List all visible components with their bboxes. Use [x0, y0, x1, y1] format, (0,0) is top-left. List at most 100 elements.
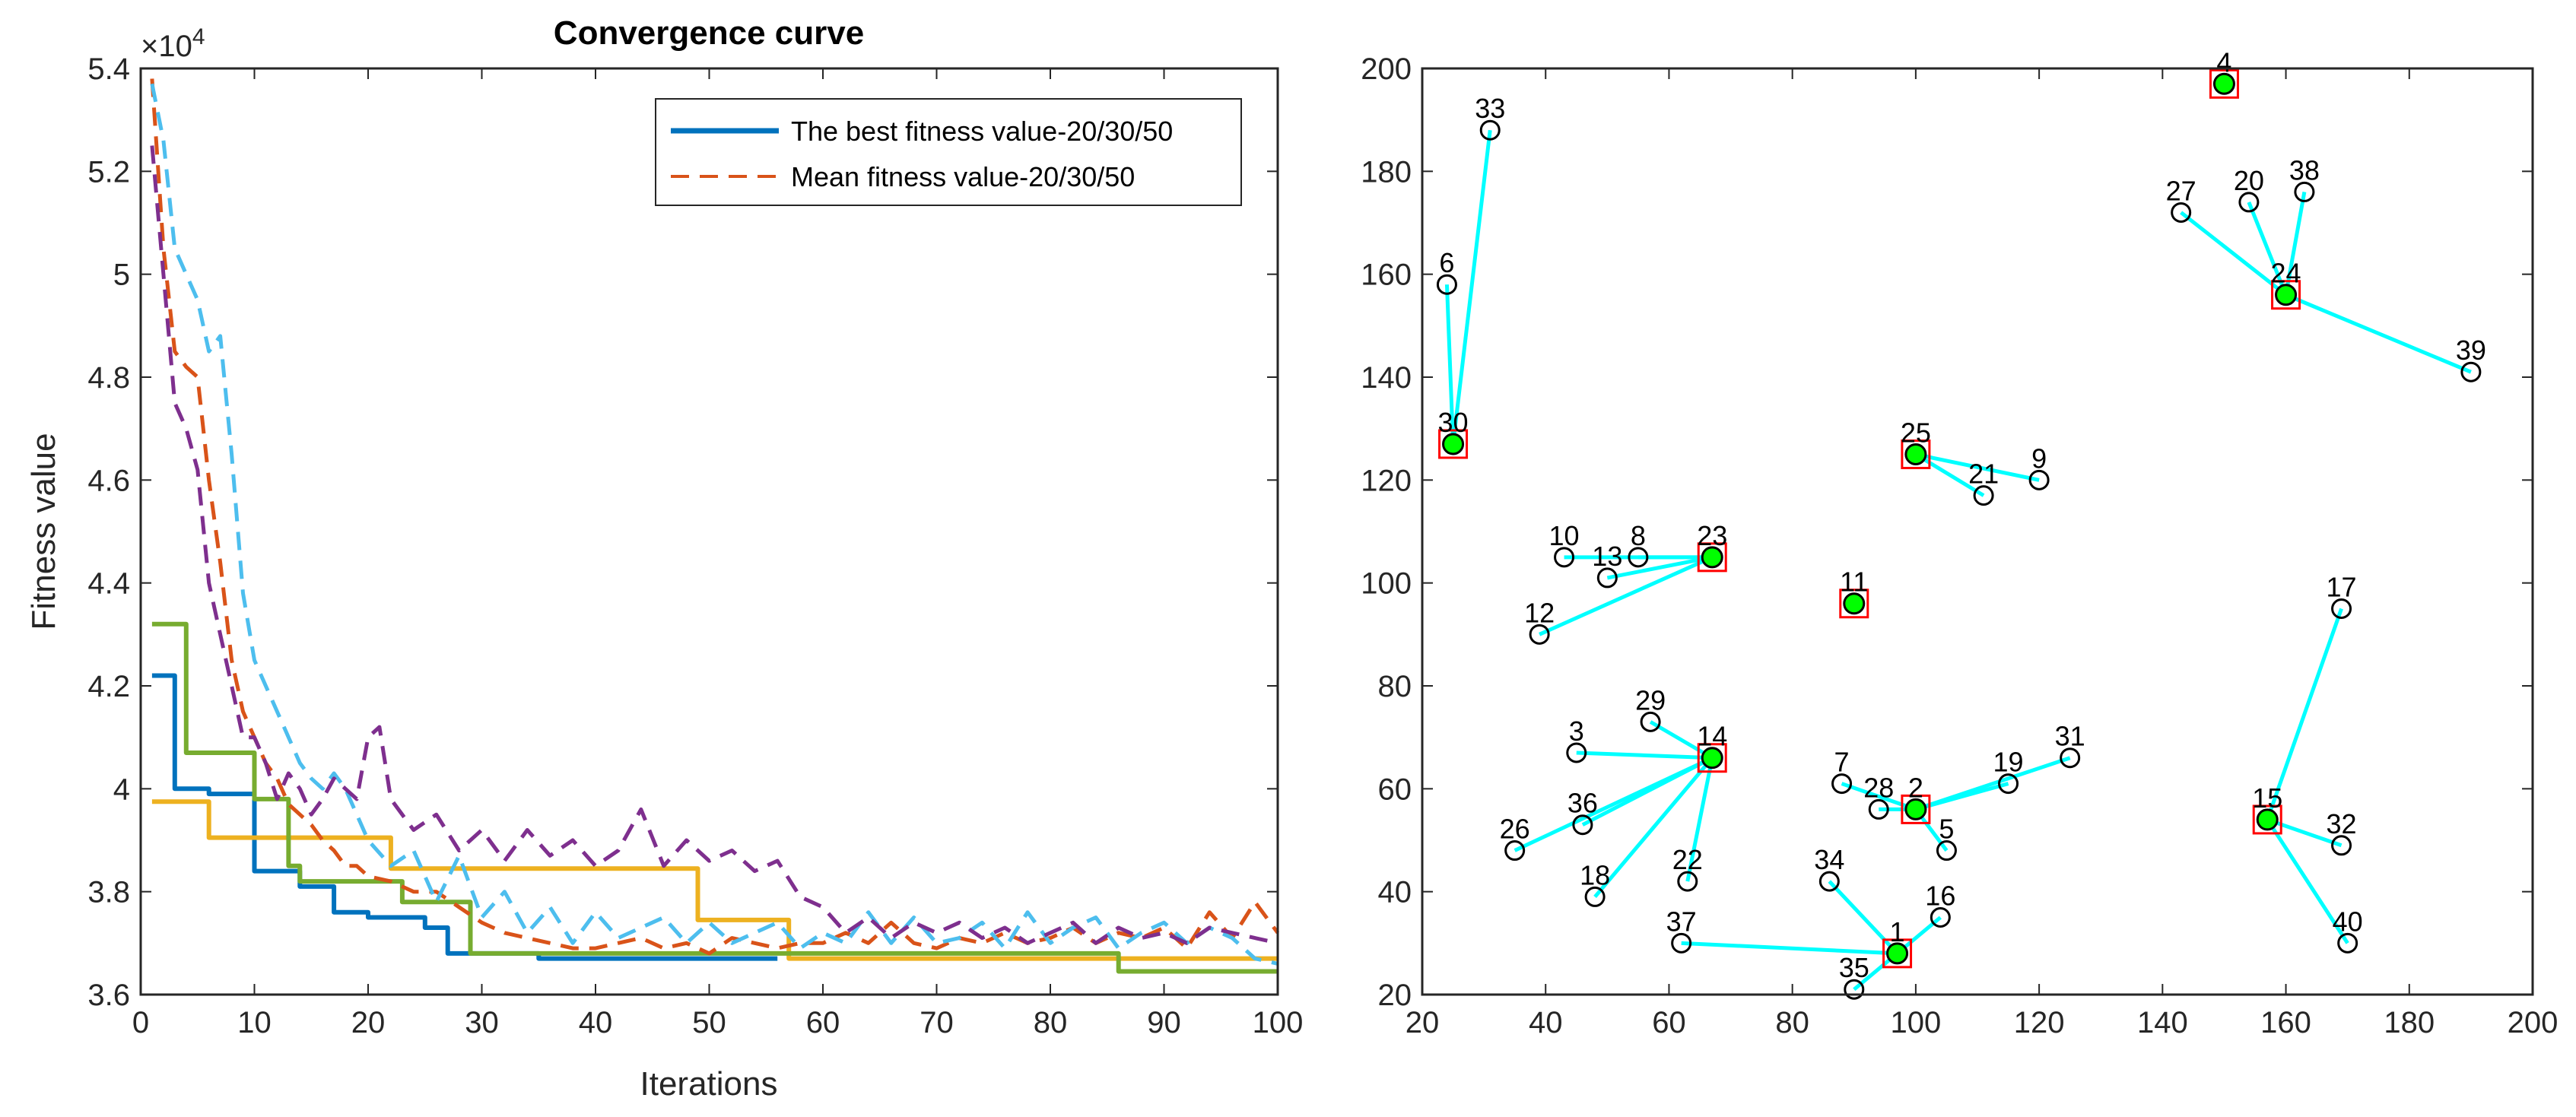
y-tick-label: 4.6 — [87, 464, 130, 497]
scatter-x-tick-label: 20 — [1406, 1006, 1440, 1039]
convergence-chart: 0 10 20 30 40 50 60 70 80 90 100 3.6 3.8 4 4.2 4.4 4.6 4.… — [25, 14, 1303, 1103]
scatter-y-tick-label: 20 — [1378, 979, 1412, 1012]
scatter-y-tick-label: 60 — [1378, 773, 1412, 806]
svg-text:×104: ×104 — [141, 24, 205, 63]
scatter-y-tick-label: 200 — [1361, 52, 1412, 86]
x-tick-label: 40 — [579, 1006, 613, 1039]
link-25-9 — [1915, 452, 2040, 482]
scatter-x-tick-label: 160 — [2260, 1006, 2311, 1039]
scatter-x-tick-label: 180 — [2384, 1006, 2435, 1039]
y-tick-label: 4.2 — [87, 670, 130, 703]
link-2-31 — [1915, 756, 2071, 811]
link-14-18 — [1593, 757, 1714, 899]
node-label-8: 8 — [1631, 520, 1646, 551]
node-32 — [2331, 835, 2352, 856]
node-3 — [1566, 742, 1587, 763]
link-15-17 — [2265, 608, 2343, 820]
scatter-x-tick-label: 100 — [1891, 1006, 1942, 1039]
node-label-32: 32 — [2327, 808, 2357, 839]
x-tick-label: 90 — [1147, 1006, 1181, 1039]
node-label-21: 21 — [1968, 459, 1999, 490]
node-label-2: 2 — [1908, 772, 1923, 803]
node-10 — [1554, 547, 1575, 568]
scatter-x-tick-label: 60 — [1652, 1006, 1686, 1039]
x-tick-label: 10 — [237, 1006, 272, 1039]
node-27 — [2171, 202, 2192, 223]
scatter-x-tick-label: 200 — [2508, 1006, 2559, 1039]
legend-box — [655, 98, 1242, 206]
link-23-13 — [1606, 555, 1713, 580]
node-8 — [1628, 547, 1649, 568]
node-label-20: 20 — [2234, 165, 2264, 196]
convergence-ticks: 0 10 20 30 40 50 60 70 80 90 100 3.6 3.8 4 4.2 4.4 4.6 4.… — [87, 52, 1303, 1039]
node-34 — [1818, 871, 1840, 892]
center-node-30 — [1442, 433, 1465, 455]
node-35 — [1844, 979, 1865, 1000]
center-box-14 — [1697, 743, 1727, 773]
y-tick-label: 3.6 — [87, 979, 130, 1012]
x-tick-label: 50 — [692, 1006, 726, 1039]
center-node-25 — [1904, 443, 1927, 465]
node-label-37: 37 — [1666, 906, 1697, 937]
center-node-2 — [1904, 798, 1927, 820]
legend-label-mean: Mean fitness value-20/30/50 — [791, 161, 1135, 192]
node-12 — [1529, 624, 1550, 645]
center-box-24 — [2271, 280, 2301, 310]
node-label-3: 3 — [1569, 716, 1584, 747]
link-15-32 — [2266, 817, 2343, 848]
series-line-mean-30 — [150, 83, 1278, 966]
node-label-9: 9 — [2031, 443, 2047, 474]
series-line-best-30 — [151, 799, 1278, 961]
link-14-29 — [1649, 720, 1714, 760]
y-tick-label: 5.4 — [87, 52, 130, 86]
y-tick-label: 4.8 — [87, 361, 130, 395]
y-exponent-label: ×104 — [141, 24, 205, 63]
node-label-34: 34 — [1814, 844, 1844, 875]
link-14-26 — [1514, 756, 1714, 852]
node-40 — [2337, 932, 2358, 954]
node-label-30: 30 — [1438, 407, 1469, 438]
link-25-21 — [1914, 452, 1985, 497]
y-tick-label: 5.2 — [87, 155, 130, 189]
link-24-20 — [2247, 202, 2288, 296]
center-node-15 — [2256, 808, 2279, 831]
y-tick-label: 4 — [113, 773, 130, 806]
link-1-34 — [1828, 880, 1899, 955]
scatter-y-tick-label: 80 — [1378, 670, 1412, 703]
node-label-18: 18 — [1580, 859, 1610, 890]
node-label-5: 5 — [1939, 814, 1954, 845]
scatter-y-tick-label: 160 — [1361, 259, 1412, 292]
node-36 — [1572, 814, 1593, 836]
convergence-ylabel: Fitness value — [25, 433, 62, 630]
x-tick-label: 30 — [465, 1006, 499, 1039]
center-box-25 — [1901, 440, 1931, 469]
center-box-2 — [1901, 794, 1931, 824]
node-label-17: 17 — [2327, 572, 2357, 603]
link-24-39 — [2285, 293, 2472, 374]
center-node-24 — [2275, 284, 2298, 306]
convergence-series-group — [150, 78, 1280, 974]
node-9 — [2028, 469, 2050, 490]
scatter-axes-box — [1421, 67, 2534, 996]
link-24-27 — [2180, 211, 2288, 297]
node-label-14: 14 — [1697, 721, 1727, 752]
scatter-y-tick-label: 120 — [1361, 464, 1412, 497]
series-line-best-50 — [151, 621, 1278, 974]
node-33 — [1479, 119, 1501, 141]
series-line-best-20 — [151, 673, 778, 961]
node-label-4: 4 — [2216, 46, 2231, 78]
node-17 — [2331, 598, 2352, 619]
center-box-11 — [1839, 589, 1869, 619]
node-37 — [1671, 932, 1692, 954]
center-node-14 — [1701, 747, 1723, 770]
cluster-scatter-chart: 1234567891011121314151617181920212223242… — [1361, 46, 2558, 1039]
x-tick-label: 70 — [920, 1006, 954, 1039]
y-tick-label: 3.8 — [87, 876, 130, 909]
x-tick-label: 100 — [1253, 1006, 1304, 1039]
x-tick-label: 0 — [132, 1006, 149, 1039]
node-20 — [2238, 192, 2260, 213]
node-21 — [1973, 485, 1994, 506]
node-label-28: 28 — [1863, 772, 1894, 803]
series-line-mean-50 — [150, 145, 1278, 945]
